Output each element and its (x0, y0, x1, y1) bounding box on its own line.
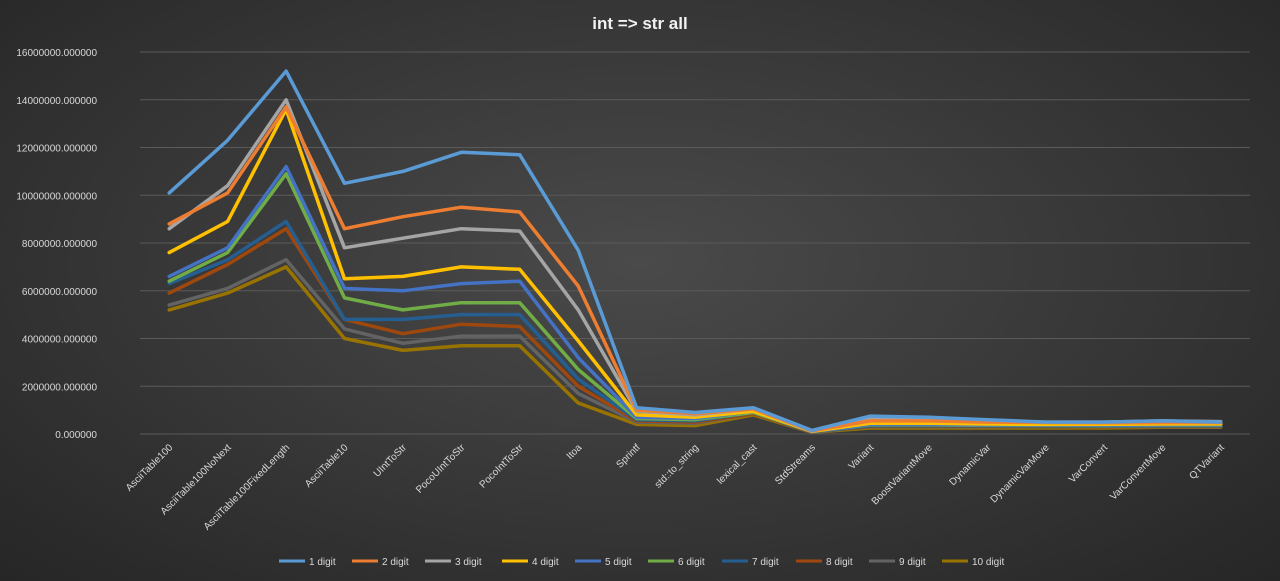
legend-entry-label: 8 digit (826, 557, 853, 568)
legend-entry-label: 2 digit (382, 557, 409, 568)
legend-entry-label: 1 digit (309, 557, 336, 568)
y-tick-label: 8000000.000000 (22, 239, 98, 250)
y-tick-label: 10000000.000000 (16, 191, 97, 202)
x-tick-label: UIntToStr (372, 442, 410, 480)
y-tick-label: 0.000000 (55, 430, 97, 441)
x-tick-label: VarConvert (1067, 442, 1110, 485)
x-tick-label: DynamicVar (947, 442, 993, 488)
legend-entry-label: 5 digit (605, 557, 632, 568)
x-tick-label: AsciiTable10 (303, 442, 351, 490)
series-line (167, 105, 1223, 433)
legend: 1 digit 2 digit 3 digit 4 digit 5 digit 6 dig… (279, 557, 1004, 568)
y-axis-ticks: 0.000000 2000000.000000 4000000.000000 6000… (16, 48, 97, 441)
x-tick-label: AsciiTable100 (124, 442, 176, 494)
x-tick-label: Itoa (565, 442, 585, 462)
x-tick-label: StdStreams (773, 442, 818, 487)
legend-entry-label: 3 digit (455, 557, 482, 568)
legend-entry-label: 7 digit (752, 557, 779, 568)
x-tick-label: DynamicVarMove (989, 442, 1052, 505)
x-tick-label: PocoIntToStr (478, 442, 527, 491)
y-tick-label: 4000000.000000 (22, 335, 98, 346)
x-tick-label: Sprintf (614, 442, 642, 470)
legend-entry-label: 4 digit (532, 557, 559, 568)
series-line (167, 172, 1223, 434)
y-tick-label: 2000000.000000 (22, 382, 98, 393)
x-tick-label: QTVariant (1187, 442, 1227, 482)
x-tick-label: std::to_string (653, 442, 701, 490)
x-axis-ticks: AsciiTable100AsciiTable100NoNextAsciiTab… (124, 442, 1227, 533)
y-tick-label: 6000000.000000 (22, 287, 98, 298)
legend-entry-label: 10 digit (972, 557, 1004, 568)
x-tick-label: lexical_cast (715, 442, 759, 486)
y-tick-label: 16000000.000000 (16, 48, 97, 59)
x-tick-label: VarConvertMove (1108, 442, 1169, 503)
series-line (167, 257, 1223, 434)
x-tick-label: Variant (847, 442, 877, 472)
x-tick-label: BoostVariantMove (870, 442, 935, 507)
chart-title: int => str all (592, 14, 687, 33)
legend-entry-label: 9 digit (899, 557, 926, 568)
series-line (167, 69, 1223, 433)
series-line (167, 107, 1223, 434)
y-tick-label: 12000000.000000 (16, 144, 97, 155)
y-tick-label: 14000000.000000 (16, 96, 97, 107)
legend-entry-label: 6 digit (678, 557, 705, 568)
series-lines (167, 69, 1223, 435)
x-tick-label: PocoUIntToStr (414, 442, 468, 496)
